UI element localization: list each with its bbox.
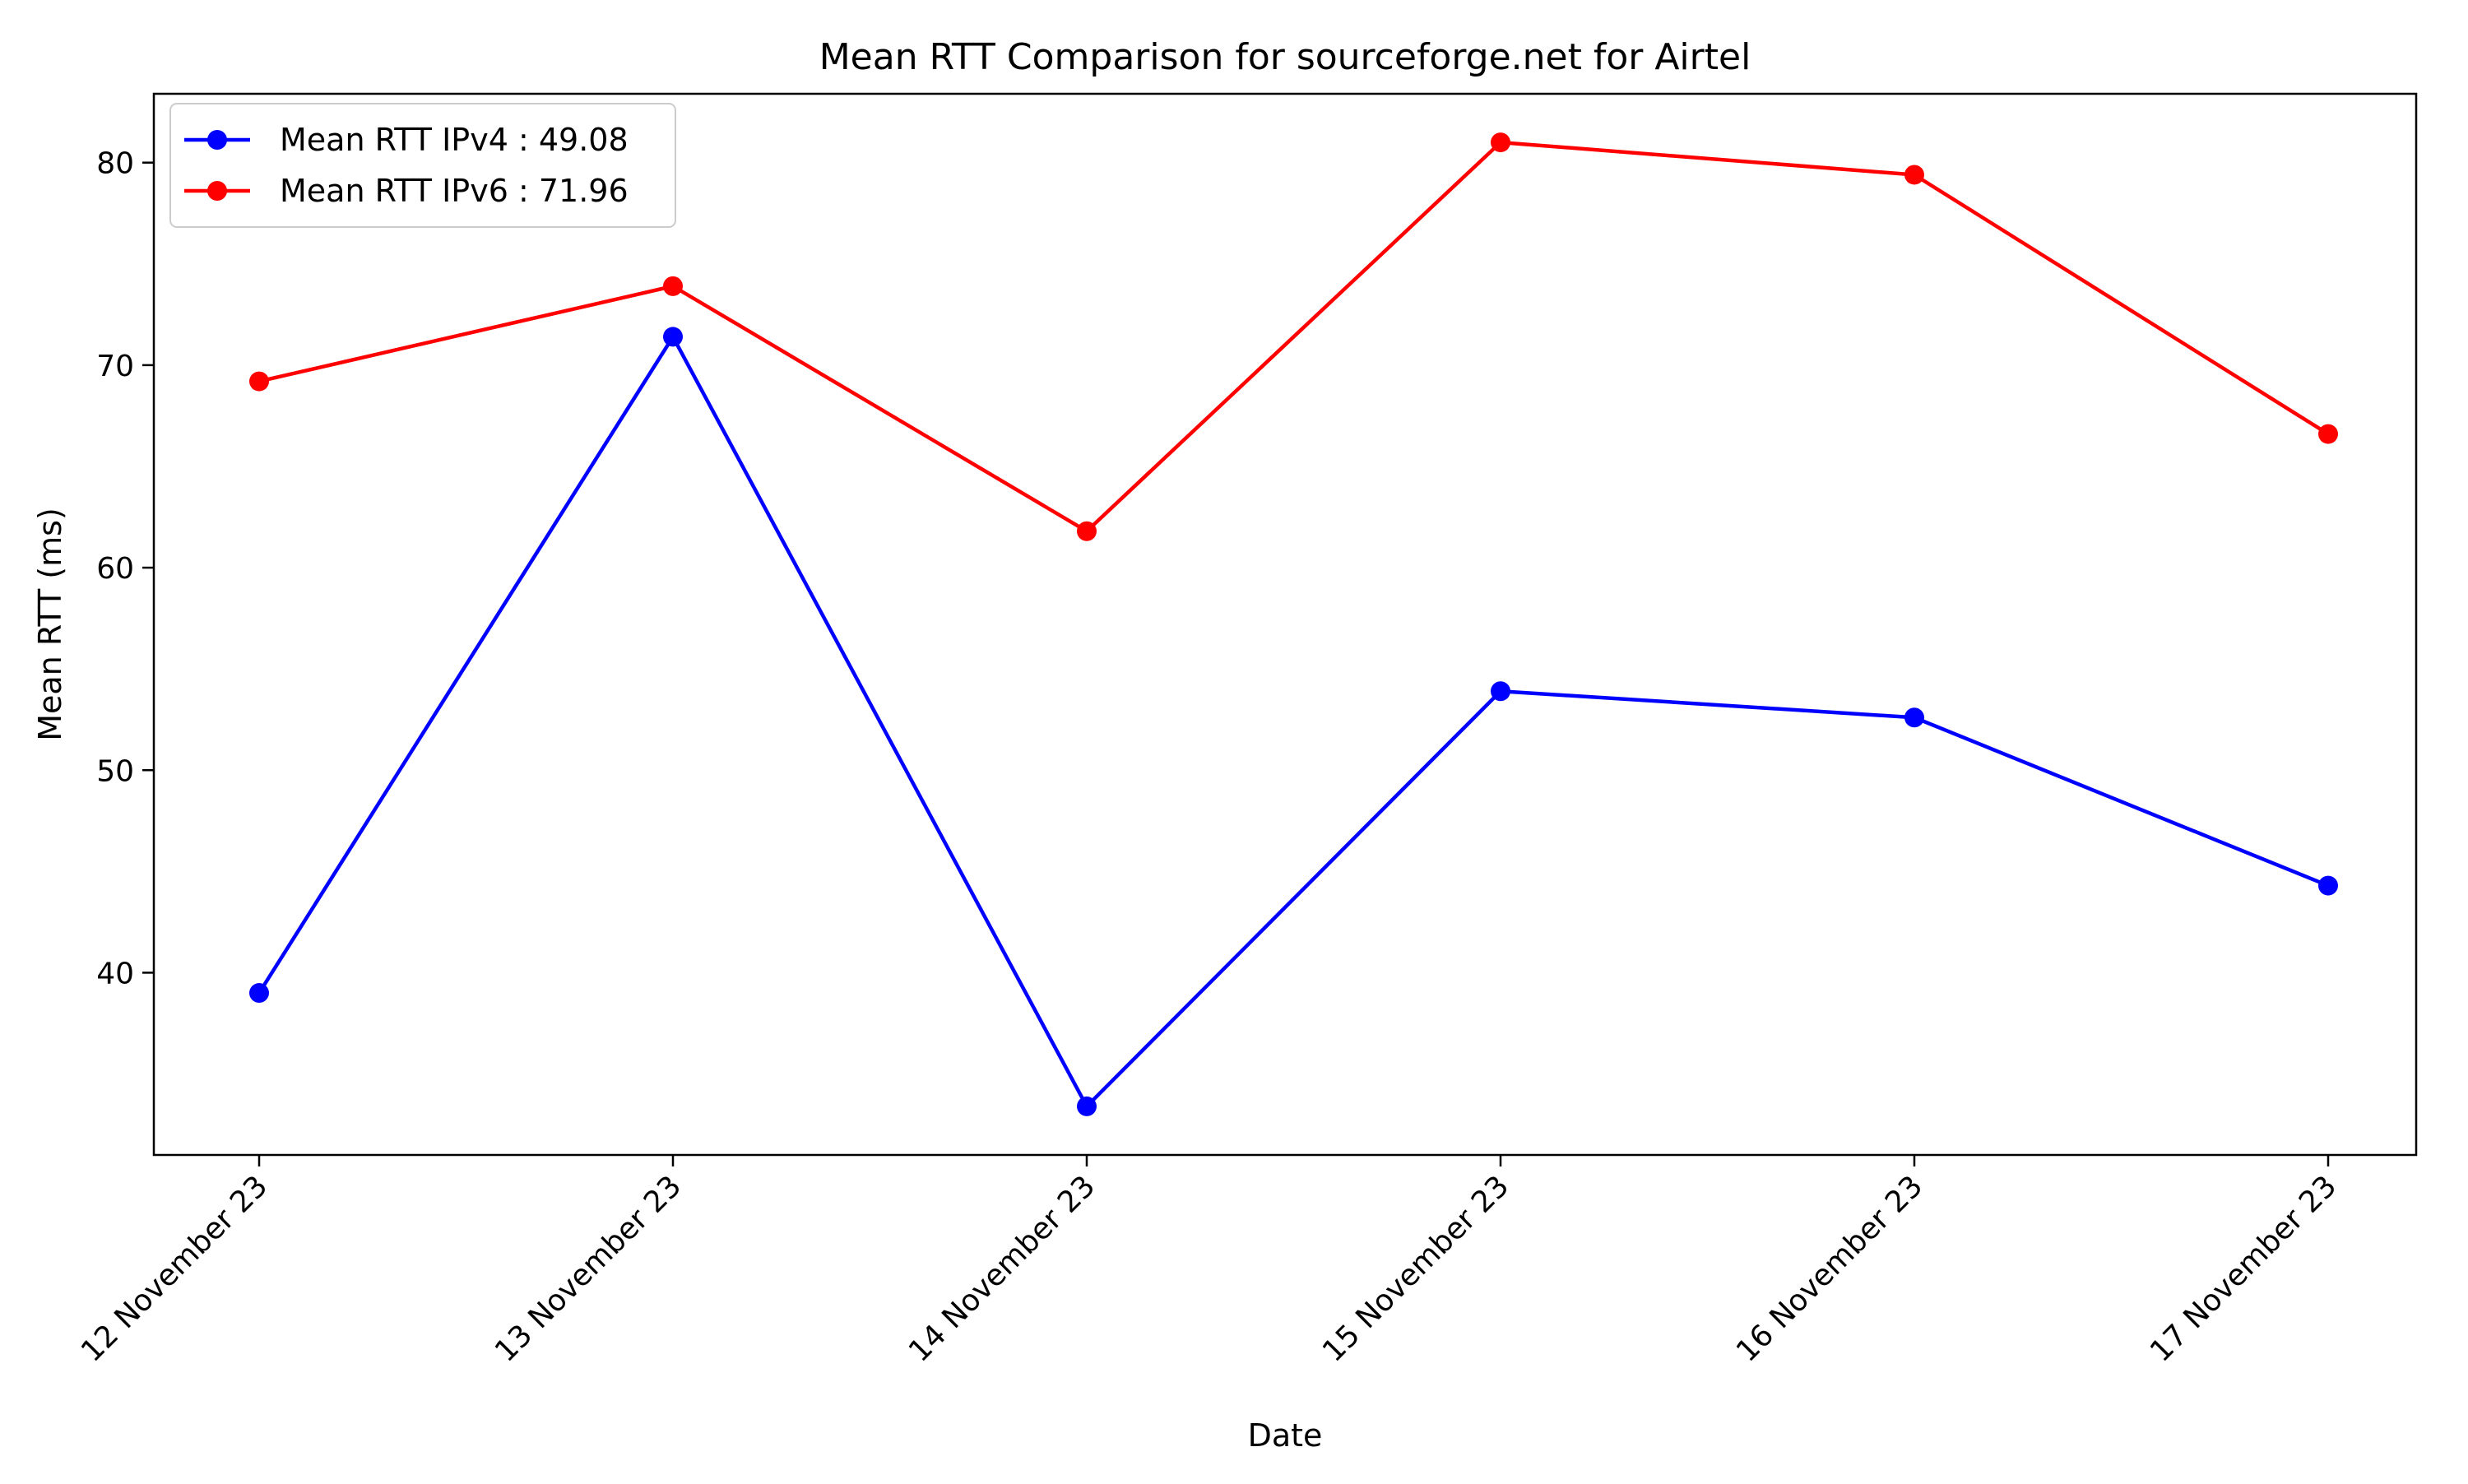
legend-box <box>169 103 676 228</box>
data-point-ipv4 <box>1904 707 1924 728</box>
y-tick-label: 60 <box>96 552 134 586</box>
y-tick-label: 40 <box>96 957 134 990</box>
y-tick-label: 80 <box>96 147 134 181</box>
data-point-ipv6 <box>2318 424 2338 444</box>
legend: Mean RTT IPv4 : 49.08 Mean RTT IPv6 : 71.… <box>169 103 676 228</box>
plot-area <box>249 132 2338 1116</box>
data-point-ipv6 <box>663 276 683 296</box>
data-point-ipv4 <box>663 327 683 347</box>
plot-frame <box>152 92 2418 1157</box>
chart-title: Mean RTT Comparison for sourceforge.net … <box>819 36 1751 78</box>
legend-marker <box>207 181 227 201</box>
y-tick-label: 50 <box>96 754 134 788</box>
y-axis-label: Mean RTT (ms) <box>32 508 68 741</box>
series-line-ipv4 <box>257 335 2329 1109</box>
legend-label: Mean RTT IPv6 : 71.96 <box>280 173 629 209</box>
data-point-ipv4 <box>1077 1096 1097 1116</box>
data-point-ipv6 <box>1904 165 1924 185</box>
series-line-ipv6 <box>258 140 2330 534</box>
data-point-ipv4 <box>1491 681 1510 702</box>
y-tick-label: 70 <box>96 350 134 383</box>
data-point-ipv4 <box>2318 875 2338 896</box>
x-axis-label: Date <box>1248 1417 1323 1454</box>
legend-label: Mean RTT IPv4 : 49.08 <box>280 122 629 158</box>
data-point-ipv6 <box>249 371 269 392</box>
data-point-ipv6 <box>1491 132 1510 153</box>
data-point-ipv4 <box>249 983 269 1004</box>
y-axis: 40 50 60 70 80 <box>96 147 154 990</box>
legend-marker <box>207 130 227 150</box>
data-point-ipv6 <box>1077 521 1097 541</box>
